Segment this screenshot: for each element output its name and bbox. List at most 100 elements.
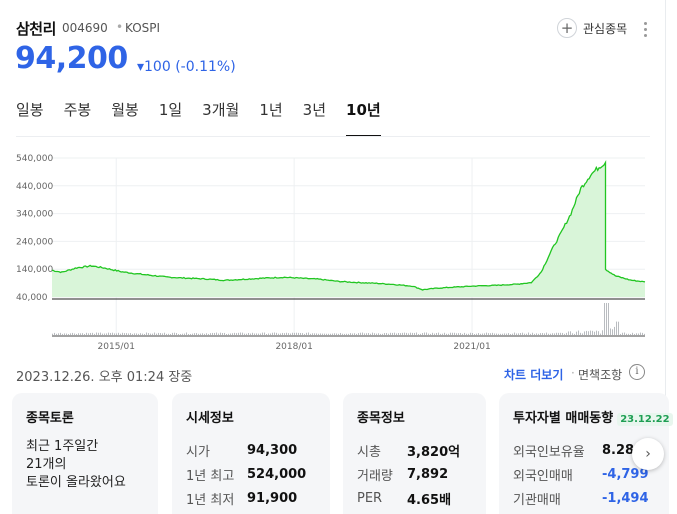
market-info-card[interactable]: 시세정보 시가 94,300 1년 최고 524,000 1년 최저 91,900 [172, 393, 330, 514]
volume-bar [474, 333, 475, 335]
volume-bar [232, 333, 233, 335]
volume-bar [160, 333, 161, 335]
volume-bar [204, 333, 205, 335]
volume-bar [538, 333, 539, 335]
tab-2[interactable]: 월봉 [111, 101, 139, 119]
tab-7[interactable]: 10년 [346, 99, 381, 137]
volume-bar [520, 333, 521, 335]
volume-bar [294, 332, 295, 335]
info-card-title: 종목정보 [357, 411, 405, 426]
volume-bar [286, 332, 287, 335]
forum-card[interactable]: 종목토론 최근 1주일간 21개의 토론이 올라왔어요 [12, 393, 158, 514]
volume-bar [390, 332, 391, 335]
volume-bar [318, 333, 319, 335]
volume-bar [534, 333, 535, 335]
volume-bar [422, 333, 423, 335]
info-row: 1년 최고 524,000 [186, 462, 316, 486]
volume-bar [278, 333, 279, 335]
volume-bar [530, 333, 531, 335]
volume-bar [258, 333, 259, 335]
volume-bar [532, 332, 533, 335]
volume-bar [206, 333, 207, 335]
x-tick-label: 2021/01 [453, 342, 490, 352]
y-tick-label: 240,000 [16, 237, 53, 247]
volume-bar [512, 333, 513, 335]
investor-card-title: 투자자별 매매동향 23.12.22 [513, 407, 673, 426]
volume-bar [392, 332, 393, 335]
volume-bar [428, 333, 429, 335]
volume-bar [472, 332, 473, 335]
next-cards-button[interactable]: › [632, 438, 664, 470]
volume-bar [154, 332, 155, 335]
volume-bar [482, 333, 483, 335]
disclaimer-link[interactable]: 면책조항 [578, 368, 623, 382]
volume-bar [490, 333, 491, 335]
volume-bar [396, 333, 397, 335]
volume-bar [354, 333, 355, 335]
volume-bar [266, 333, 267, 335]
volume-bar [554, 333, 555, 335]
volume-bar [284, 333, 285, 335]
volume-bar [434, 333, 435, 335]
volume-bar [442, 333, 443, 335]
investor-card[interactable]: 투자자별 매매동향 23.12.22 외국인보유율 8.28% 외국인매매 -4,799… [499, 393, 673, 514]
volume-bar [344, 333, 345, 335]
volume-bar [536, 333, 537, 335]
volume-bar [588, 331, 589, 335]
volume-bar [380, 333, 381, 335]
volume-bar [102, 333, 103, 335]
volume-bar [342, 333, 343, 335]
volume-bar [246, 333, 247, 335]
volume-bar [98, 332, 99, 335]
info-row: 시가 94,300 [186, 438, 316, 462]
volume-bar [332, 333, 333, 335]
volume-bar [156, 333, 157, 335]
chart-more-link[interactable]: 차트 더보기 [504, 368, 564, 382]
add-favorite-button[interactable]: + 관심종목 [557, 18, 627, 38]
tab-4[interactable]: 3개월 [202, 101, 240, 119]
info-row: 시총 3,820억 [357, 438, 472, 462]
volume-bar [338, 333, 339, 335]
volume-bar [142, 333, 143, 335]
volume-bar [200, 333, 201, 335]
volume-bar [136, 333, 137, 335]
more-options-icon[interactable] [640, 18, 650, 40]
volume-bars [52, 303, 645, 335]
volume-bar [236, 333, 237, 335]
stock-name[interactable]: 삼천리 [16, 20, 56, 38]
tab-1[interactable]: 주봉 [63, 101, 92, 119]
volume-bar [594, 331, 595, 335]
volume-bar [334, 333, 335, 335]
footer-separator: · [571, 366, 575, 380]
volume-bar [454, 332, 455, 335]
price-chart[interactable]: 540,000 440,000 340,000 240,000 140,000 40,00… [0, 148, 660, 358]
row-label: 외국인보유율 [513, 444, 585, 460]
investor-date-badge: 23.12.22 [617, 413, 673, 426]
volume-bar [322, 333, 323, 335]
volume-bar [172, 332, 173, 335]
volume-bar [372, 332, 373, 335]
volume-bar [220, 332, 221, 335]
tab-0[interactable]: 일봉 [16, 101, 44, 119]
volume-bar [402, 332, 403, 335]
volume-bar [578, 330, 579, 335]
volume-bar [616, 321, 617, 335]
volume-bar [306, 332, 307, 335]
tab-6[interactable]: 3년 [302, 101, 327, 119]
volume-bar [598, 331, 599, 335]
info-icon[interactable]: i [629, 364, 645, 380]
info-row: 외국인매매 -4,799 [513, 462, 655, 486]
volume-bar [298, 332, 299, 335]
volume-bar [302, 333, 303, 335]
volume-bar [186, 332, 187, 335]
tab-5[interactable]: 1년 [259, 101, 283, 119]
volume-bar [450, 332, 451, 335]
stock-info-card[interactable]: 종목정보 시총 3,820억 거래량 7,892 PER 4.65배 [343, 393, 486, 514]
volume-bar [348, 333, 349, 335]
tab-3[interactable]: 1일 [158, 101, 183, 119]
volume-bar [248, 332, 249, 335]
volume-bar [192, 333, 193, 335]
volume-bar [358, 333, 359, 335]
row-value: 94,300 [247, 442, 298, 458]
volume-bar [528, 332, 529, 335]
